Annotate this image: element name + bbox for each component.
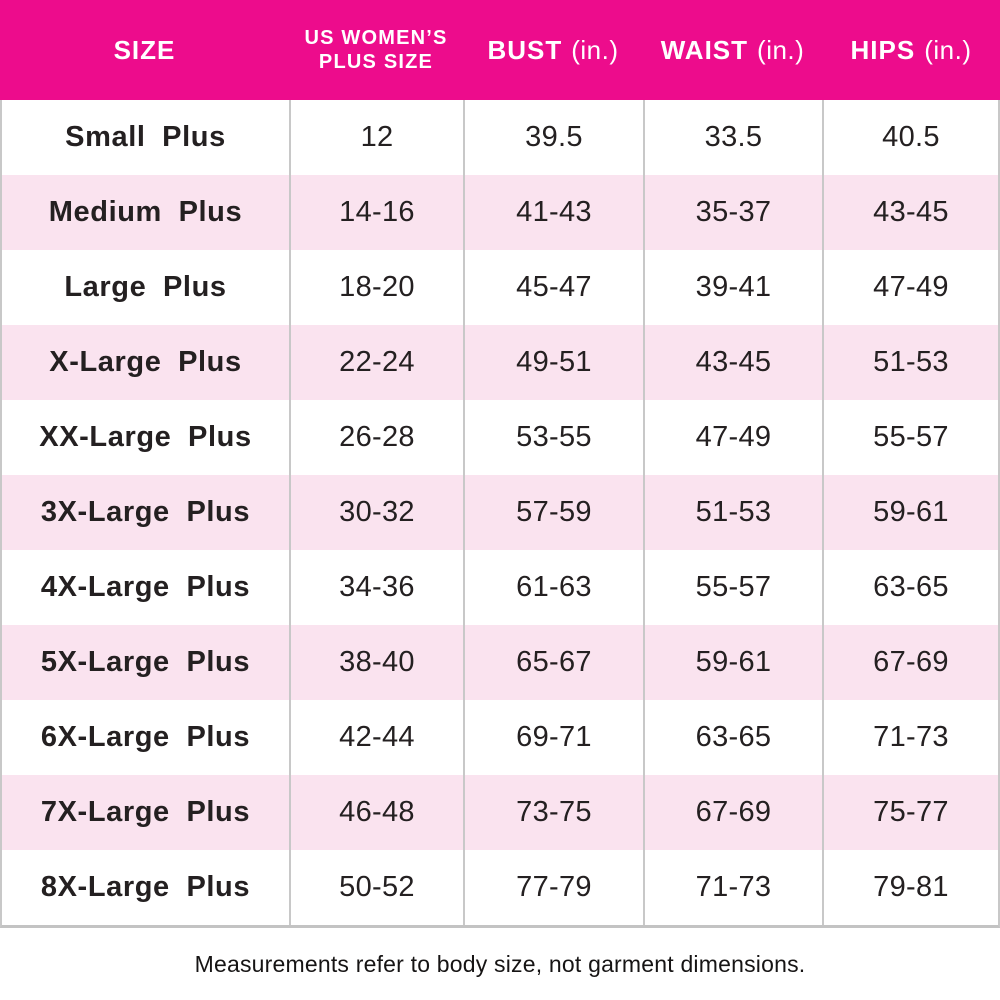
table-row: 5X-Large Plus 38-40 65-67 59-61 67-69 xyxy=(2,625,998,700)
measurement-cell: 47-49 xyxy=(643,400,822,475)
measurement-cell: 55-57 xyxy=(822,400,998,475)
measurement-cell: 63-65 xyxy=(643,700,822,775)
measurement-cell: 42-44 xyxy=(289,700,463,775)
measurement-cell: 59-61 xyxy=(822,475,998,550)
table-row: 8X-Large Plus 50-52 77-79 71-73 79-81 xyxy=(2,850,998,925)
measurement-cell: 39-41 xyxy=(643,250,822,325)
table-body: Small Plus 12 39.5 33.5 40.5 Medium Plus 14-16… xyxy=(0,100,1000,928)
table-row: 3X-Large Plus 30-32 57-59 51-53 59-61 xyxy=(2,475,998,550)
size-name-cell: X-Large Plus xyxy=(49,346,242,378)
column-header-label: BUST xyxy=(487,34,563,65)
size-name-cell: XX-Large Plus xyxy=(39,421,252,453)
footnote: Measurements refer to body size, not gar… xyxy=(194,950,806,977)
measurement-cell: 55-57 xyxy=(643,550,822,625)
measurement-cell: 61-63 xyxy=(463,550,643,625)
measurement-cell: 67-69 xyxy=(822,625,998,700)
size-name-cell: 8X-Large Plus xyxy=(40,871,251,903)
measurement-cell: 65-67 xyxy=(463,625,643,700)
measurement-cell: 38-40 xyxy=(289,625,463,700)
table-row: Small Plus 12 39.5 33.5 40.5 xyxy=(2,100,998,175)
size-name-cell: 3X-Large Plus xyxy=(40,496,251,528)
table-row: 7X-Large Plus 46-48 73-75 67-69 75-77 xyxy=(2,775,998,850)
table-row: XX-Large Plus 26-28 53-55 47-49 55-57 xyxy=(2,400,998,475)
column-header-hips: HIPS (in.) xyxy=(822,0,1000,100)
size-name-cell: 4X-Large Plus xyxy=(40,571,251,603)
measurement-cell: 45-47 xyxy=(463,250,643,325)
measurement-cell: 79-81 xyxy=(822,850,998,925)
measurement-cell: 41-43 xyxy=(463,175,643,250)
column-header-bust: BUST (in.) xyxy=(463,0,643,100)
measurement-cell: 46-48 xyxy=(289,775,463,850)
table-row: Large Plus 18-20 45-47 39-41 47-49 xyxy=(2,250,998,325)
measurement-cell: 77-79 xyxy=(463,850,643,925)
measurement-cell: 71-73 xyxy=(822,700,998,775)
size-name-cell: 6X-Large Plus xyxy=(40,721,251,753)
measurement-cell: 71-73 xyxy=(643,850,822,925)
column-header-label: SIZE xyxy=(113,34,176,65)
measurement-cell: 43-45 xyxy=(643,325,822,400)
size-name-cell: Large Plus xyxy=(64,271,227,303)
measurement-cell: 34-36 xyxy=(289,550,463,625)
column-header-unit: (in.) xyxy=(571,34,619,65)
measurement-cell: 12 xyxy=(289,100,463,175)
measurement-cell: 26-28 xyxy=(289,400,463,475)
size-name-cell: Medium Plus xyxy=(48,196,243,228)
column-header-label: WAIST xyxy=(660,34,749,65)
measurement-cell: 69-71 xyxy=(463,700,643,775)
size-name-cell: Small Plus xyxy=(65,121,226,153)
measurement-cell: 59-61 xyxy=(643,625,822,700)
column-header-unit: (in.) xyxy=(757,34,805,65)
measurement-cell: 22-24 xyxy=(289,325,463,400)
column-header-unit: (in.) xyxy=(924,34,972,65)
measurement-cell: 39.5 xyxy=(463,100,643,175)
size-chart: SIZE US WOMEN’S PLUS SIZE BUST (in.) WAI… xyxy=(0,0,1000,928)
measurement-cell: 35-37 xyxy=(643,175,822,250)
measurement-cell: 51-53 xyxy=(643,475,822,550)
measurement-cell: 40.5 xyxy=(822,100,998,175)
measurement-cell: 33.5 xyxy=(643,100,822,175)
measurement-cell: 47-49 xyxy=(822,250,998,325)
size-name-cell: 7X-Large Plus xyxy=(40,796,251,828)
table-row: 4X-Large Plus 34-36 61-63 55-57 63-65 xyxy=(2,550,998,625)
column-header-size: SIZE xyxy=(0,0,289,100)
measurement-cell: 14-16 xyxy=(289,175,463,250)
measurement-cell: 73-75 xyxy=(463,775,643,850)
measurement-cell: 51-53 xyxy=(822,325,998,400)
table-row: X-Large Plus 22-24 49-51 43-45 51-53 xyxy=(2,325,998,400)
column-header-us-womens-plus-size: US WOMEN’S PLUS SIZE xyxy=(289,0,463,100)
measurement-cell: 75-77 xyxy=(822,775,998,850)
column-header-label-line2: PLUS SIZE xyxy=(318,51,434,73)
column-header-waist: WAIST (in.) xyxy=(643,0,822,100)
measurement-cell: 30-32 xyxy=(289,475,463,550)
measurement-cell: 53-55 xyxy=(463,400,643,475)
measurement-cell: 57-59 xyxy=(463,475,643,550)
measurement-cell: 63-65 xyxy=(822,550,998,625)
table-row: Medium Plus 14-16 41-43 35-37 43-45 xyxy=(2,175,998,250)
table-row: 6X-Large Plus 42-44 69-71 63-65 71-73 xyxy=(2,700,998,775)
measurement-cell: 18-20 xyxy=(289,250,463,325)
column-header-label: HIPS xyxy=(850,34,916,65)
measurement-cell: 43-45 xyxy=(822,175,998,250)
table-header: SIZE US WOMEN’S PLUS SIZE BUST (in.) WAI… xyxy=(0,0,1000,100)
measurement-cell: 49-51 xyxy=(463,325,643,400)
size-name-cell: 5X-Large Plus xyxy=(40,646,251,678)
measurement-cell: 67-69 xyxy=(643,775,822,850)
measurement-cell: 50-52 xyxy=(289,850,463,925)
column-header-label: US WOMEN’S xyxy=(304,27,448,49)
